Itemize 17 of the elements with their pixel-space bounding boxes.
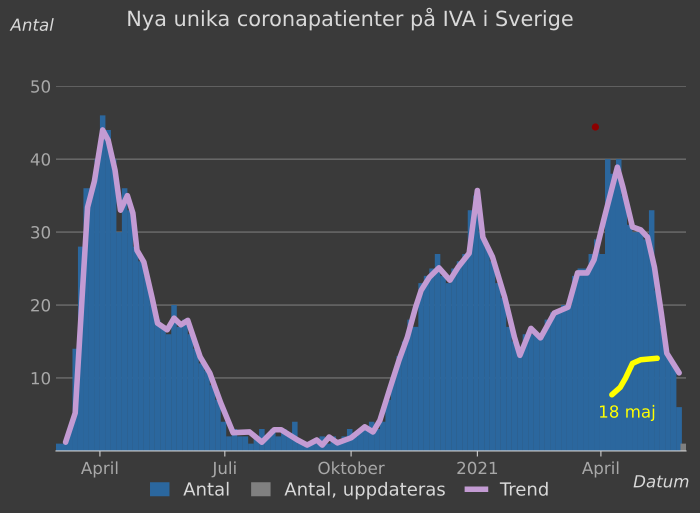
legend-label: Trend (500, 482, 548, 496)
x-tick-label: Oktober (318, 461, 385, 474)
x-tick-label: Juli (212, 461, 236, 478)
y-tick-label: 30 (31, 226, 50, 239)
x-tick-label: April (81, 461, 118, 478)
legend-label: Antal, uppdateras (284, 482, 445, 500)
y-tick-label: 10 (32, 372, 50, 385)
y-axis-title: Antal (10, 18, 54, 32)
y-tick-label: 50 (31, 80, 50, 93)
x-axis-title: Datum (634, 475, 688, 488)
y-tick-label: 40 (30, 153, 50, 166)
chart-title: Nya unika coronapatienter på IVA i Sverige (128, 8, 573, 30)
annotation: 18 maj (600, 404, 654, 422)
x-tick-label: 2021 (457, 462, 498, 474)
legend-label: Antal (183, 482, 228, 496)
x-tick-label: April (582, 461, 618, 478)
y-tick-label: 20 (31, 298, 50, 312)
